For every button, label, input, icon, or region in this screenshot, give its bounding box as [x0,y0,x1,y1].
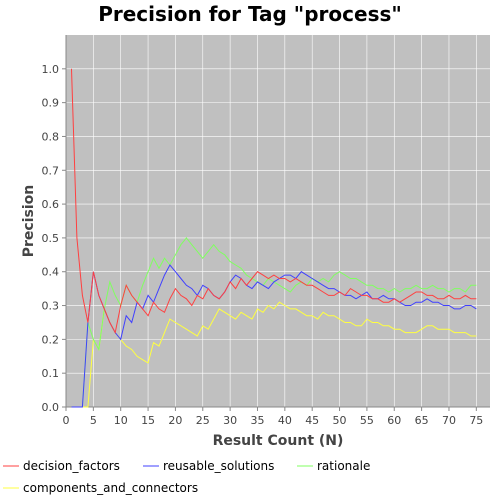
chart-title: Precision for Tag "process" [98,2,402,26]
legend-item-components_and_connectors: components_and_connectors [3,481,198,495]
legend-item-rationale: rationale [297,459,370,473]
x-axis-label: Result Count (N) [213,433,344,449]
axes: 0.0 0.1 0.2 0.3 0.4 0.5 0.6 0.7 0.8 0.9 1.0 0 5 10 15 2… [42,35,490,427]
y-tick-label: 0.4 [42,266,60,279]
x-tick-label: 20 [168,414,182,427]
x-tick-label: 45 [305,414,319,427]
x-tick-label: 30 [223,414,237,427]
y-tick-label: 0.3 [42,300,60,313]
x-tick-label: 65 [415,414,429,427]
y-tick-label: 0.9 [42,97,60,110]
legend-item-decision_factors: decision_factors [3,459,120,473]
x-tick-label: 40 [278,414,292,427]
y-tick-label: 1.0 [42,63,60,76]
x-tick-label: 50 [333,414,347,427]
legend-label: rationale [317,459,370,473]
legend-label: components_and_connectors [23,481,198,495]
y-tick-label: 0.1 [42,367,60,380]
series-line-decision_factors [71,68,477,335]
x-tick-label: 60 [387,414,401,427]
y-tick-label: 0.0 [42,401,60,414]
y-tick-label: 0.5 [42,232,60,245]
y-tick-label: 0.8 [42,130,60,143]
x-tick-label: 25 [196,414,210,427]
x-tick-label: 5 [90,414,97,427]
legend: decision_factors reusable_solutions ration… [3,459,370,495]
y-axis-label: Precision [21,185,37,257]
x-tick-label: 15 [141,414,155,427]
x-tick-label: 0 [63,414,70,427]
x-tick-label: 35 [250,414,264,427]
series-layer [71,68,477,408]
x-tick-label: 75 [469,414,483,427]
x-tick-label: 70 [442,414,456,427]
legend-item-reusable_solutions: reusable_solutions [143,459,274,473]
series-line-components_and_connectors [71,301,477,408]
y-tick-label: 0.6 [42,198,60,211]
y-tick-label: 0.2 [42,333,60,346]
x-tick-label: 55 [360,414,374,427]
legend-label: decision_factors [23,459,120,473]
y-tick-label: 0.7 [42,164,60,177]
x-tick-label: 10 [114,414,128,427]
legend-label: reusable_solutions [163,459,274,473]
plot-area [66,35,490,407]
